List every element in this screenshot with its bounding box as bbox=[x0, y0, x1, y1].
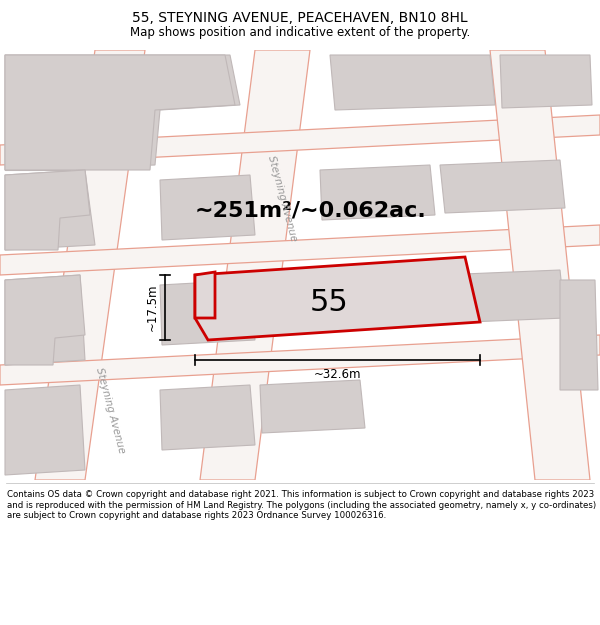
Polygon shape bbox=[260, 380, 365, 433]
Polygon shape bbox=[0, 225, 600, 275]
Text: Contains OS data © Crown copyright and database right 2021. This information is : Contains OS data © Crown copyright and d… bbox=[7, 490, 596, 520]
Polygon shape bbox=[5, 275, 85, 365]
Text: 55, STEYNING AVENUE, PEACEHAVEN, BN10 8HL: 55, STEYNING AVENUE, PEACEHAVEN, BN10 8H… bbox=[132, 11, 468, 25]
Text: Steyning Avenue: Steyning Avenue bbox=[94, 366, 126, 454]
Polygon shape bbox=[200, 50, 310, 480]
Polygon shape bbox=[160, 175, 255, 240]
Text: ~32.6m: ~32.6m bbox=[314, 368, 361, 381]
Polygon shape bbox=[5, 385, 85, 475]
Polygon shape bbox=[5, 170, 90, 250]
Polygon shape bbox=[330, 55, 495, 110]
Polygon shape bbox=[160, 385, 255, 450]
Polygon shape bbox=[160, 280, 255, 345]
Polygon shape bbox=[320, 275, 435, 330]
Text: Map shows position and indicative extent of the property.: Map shows position and indicative extent… bbox=[130, 26, 470, 39]
Polygon shape bbox=[440, 270, 565, 323]
Text: ~17.5m: ~17.5m bbox=[146, 284, 159, 331]
Text: Steyning Avenue: Steyning Avenue bbox=[266, 154, 298, 242]
Polygon shape bbox=[0, 335, 600, 385]
Polygon shape bbox=[490, 50, 590, 480]
Text: 55: 55 bbox=[309, 288, 348, 317]
Polygon shape bbox=[5, 55, 235, 170]
Polygon shape bbox=[35, 50, 145, 480]
Polygon shape bbox=[500, 55, 592, 108]
Polygon shape bbox=[320, 165, 435, 220]
Text: ~251m²/~0.062ac.: ~251m²/~0.062ac. bbox=[195, 200, 427, 220]
Polygon shape bbox=[5, 275, 85, 365]
Polygon shape bbox=[5, 55, 240, 170]
Polygon shape bbox=[195, 272, 215, 318]
Polygon shape bbox=[195, 257, 480, 340]
Polygon shape bbox=[560, 280, 598, 390]
Polygon shape bbox=[440, 160, 565, 213]
Polygon shape bbox=[0, 115, 600, 165]
Polygon shape bbox=[5, 170, 95, 250]
Polygon shape bbox=[5, 55, 70, 170]
